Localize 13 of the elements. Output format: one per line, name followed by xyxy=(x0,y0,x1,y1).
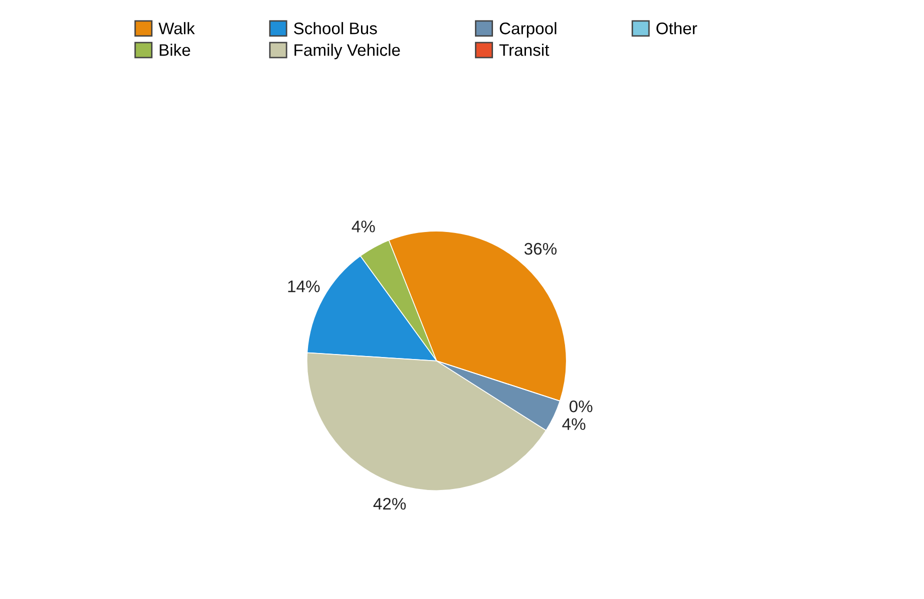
legend-label: Family Vehicle xyxy=(294,44,400,60)
data-label: 36% xyxy=(524,242,557,255)
legend-label: Carpool xyxy=(500,22,556,38)
legend-label: School Bus xyxy=(294,22,377,34)
legend-label: Transit xyxy=(499,44,550,56)
data-label: 4% xyxy=(562,418,586,430)
data-label: 14% xyxy=(288,280,320,292)
legend-label: Other xyxy=(656,22,698,34)
text: 0% xyxy=(570,400,592,412)
data-label: 42% xyxy=(373,498,406,510)
legend-label: Bike xyxy=(160,44,190,56)
legend-label: Walk xyxy=(158,22,195,34)
data-label: 4% xyxy=(352,220,375,232)
